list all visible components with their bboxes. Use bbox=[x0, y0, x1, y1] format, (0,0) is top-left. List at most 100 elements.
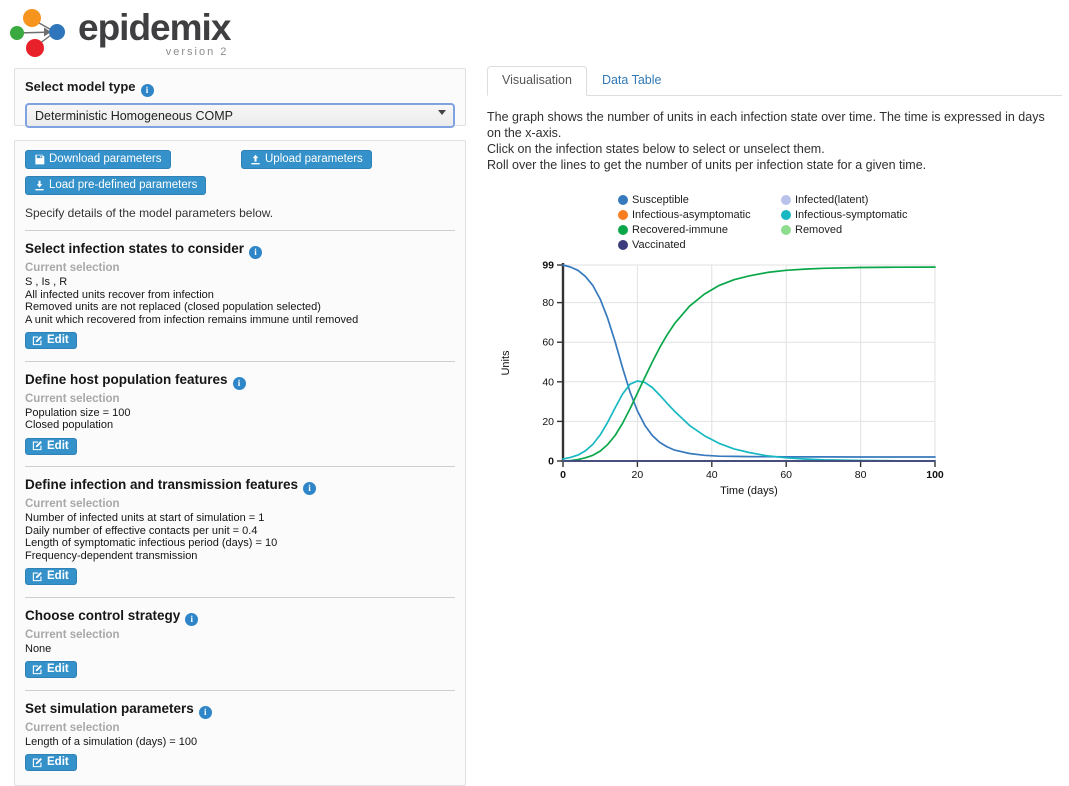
model-type-panel: Select model type i Deterministic Homogen… bbox=[14, 68, 466, 128]
legend-label: Infectious-asymptomatic bbox=[632, 209, 751, 221]
edit-infection-states-button[interactable]: Edit bbox=[25, 332, 77, 349]
legend-item-recovered-immune[interactable]: Recovered-immune bbox=[618, 224, 781, 236]
selection-detail: Frequency-dependent transmission bbox=[25, 549, 198, 562]
legend-item-removed[interactable]: Removed bbox=[781, 224, 978, 236]
svg-text:100: 100 bbox=[926, 469, 944, 481]
legend-label: Susceptible bbox=[632, 194, 689, 206]
legend-dot-icon bbox=[618, 210, 628, 220]
selection-details: None bbox=[25, 643, 455, 656]
load-predefined-parameters-button[interactable]: Load pre-defined parameters bbox=[25, 176, 207, 195]
legend-dot-icon bbox=[781, 210, 791, 220]
download-parameters-label: Download parameters bbox=[49, 153, 162, 165]
svg-text:20: 20 bbox=[632, 469, 644, 481]
results-tabbar: Visualisation Data Table bbox=[487, 66, 1062, 96]
selection-detail: Population size = 100 bbox=[25, 406, 131, 419]
chart-svg[interactable]: 0 20 40 60 80 99 0 20 40 60 80 100 Time (days) Units bbox=[487, 255, 1062, 503]
selection-detail: Daily number of effective contacts per u… bbox=[25, 524, 258, 537]
upload-parameters-label: Upload parameters bbox=[265, 153, 363, 165]
upload-icon bbox=[251, 154, 260, 164]
selection-detail: Length of symptomatic infectious period … bbox=[25, 537, 278, 549]
upload-parameters-button[interactable]: Upload parameters bbox=[241, 150, 372, 169]
model-type-info-icon[interactable]: i bbox=[140, 84, 154, 97]
chart-block: Susceptible Infected(latent) Infectious-as… bbox=[487, 194, 1062, 503]
edit-simulation-parameters-button[interactable]: Edit bbox=[25, 754, 77, 771]
app-logo: epidemix version 2 bbox=[8, 6, 231, 62]
svg-text:40: 40 bbox=[706, 469, 718, 481]
parameters-instruction: Specify details of the model parameters … bbox=[25, 206, 274, 220]
model-type-select[interactable]: Deterministic Homogeneous COMP bbox=[25, 103, 455, 128]
current-selection-label: Current selection bbox=[25, 628, 120, 641]
load-predefined-parameters-label: Load pre-defined parameters bbox=[49, 179, 198, 191]
current-selection-label: Current selection bbox=[25, 721, 120, 734]
divider bbox=[25, 466, 455, 467]
tab-data-table[interactable]: Data Table bbox=[601, 73, 662, 87]
legend-item-infected-latent-[interactable]: Infected(latent) bbox=[781, 194, 978, 206]
series-line-recovered-immune[interactable] bbox=[562, 266, 936, 462]
edit-icon bbox=[32, 335, 42, 345]
selection-detail: Number of infected units at start of sim… bbox=[25, 512, 265, 524]
description-line: Roll over the lines to get the number of… bbox=[487, 158, 927, 172]
host-population-info-icon[interactable]: i bbox=[232, 376, 246, 390]
download-icon bbox=[35, 180, 44, 190]
legend-item-vaccinated[interactable]: Vaccinated bbox=[618, 239, 781, 251]
selection-detail: Removed units are not replaced (closed p… bbox=[25, 301, 321, 313]
edit-icon bbox=[32, 571, 42, 581]
legend-label: Vaccinated bbox=[632, 239, 686, 251]
selection-detail: All infected units recover from infectio… bbox=[25, 288, 214, 301]
selection-detail: None bbox=[25, 642, 52, 655]
edit-button-label: Edit bbox=[47, 663, 69, 675]
legend-label: Removed bbox=[795, 224, 843, 236]
series-line-infectious-symptomatic[interactable] bbox=[562, 380, 936, 462]
series-line-susceptible[interactable] bbox=[562, 264, 936, 458]
legend-item-infectious-asymptomatic[interactable]: Infectious-asymptomatic bbox=[618, 209, 781, 221]
section-infection-states: Select infection states to consider i Cur… bbox=[25, 240, 455, 351]
edit-control-strategy-button[interactable]: Edit bbox=[25, 661, 77, 678]
selection-details: Population size = 100 Closed population bbox=[25, 407, 455, 432]
svg-text:80: 80 bbox=[542, 297, 554, 309]
selection-details: S , Is , R All infected units recover fro… bbox=[25, 276, 455, 326]
edit-infection-transmission-button[interactable]: Edit bbox=[25, 568, 77, 585]
svg-text:99: 99 bbox=[542, 260, 554, 272]
infection-transmission-info-icon[interactable]: i bbox=[303, 482, 317, 495]
section-title: Choose control strategy bbox=[25, 607, 181, 623]
save-icon bbox=[35, 154, 45, 164]
legend-dot-icon bbox=[618, 240, 628, 250]
description-line: Click on the infection states below to s… bbox=[487, 142, 825, 156]
section-infection-transmission: Define infection and transmission featur… bbox=[25, 476, 455, 587]
description-line: The graph shows the number of units in e… bbox=[487, 110, 1045, 140]
svg-text:80: 80 bbox=[855, 469, 867, 481]
divider bbox=[25, 596, 455, 598]
legend-label: Infected(latent) bbox=[795, 194, 869, 206]
selection-detail: S , Is , R bbox=[25, 276, 68, 288]
legend-dot-icon bbox=[618, 195, 628, 205]
section-title: Define host population features bbox=[25, 371, 228, 387]
selection-detail: Closed population bbox=[25, 419, 114, 431]
selection-detail: Length of a simulation (days) = 100 bbox=[25, 735, 198, 748]
control-strategy-info-icon[interactable]: i bbox=[185, 612, 199, 626]
selection-detail: A unit which recovered from infection re… bbox=[25, 313, 359, 326]
app-version: version 2 bbox=[165, 46, 229, 58]
legend-item-susceptible[interactable]: Susceptible bbox=[618, 194, 781, 206]
divider bbox=[25, 230, 455, 231]
logo-network-icon bbox=[10, 9, 65, 57]
legend-label: Recovered-immune bbox=[632, 224, 728, 236]
divider bbox=[25, 689, 455, 691]
results-panel: Visualisation Data Table The graph shows… bbox=[487, 66, 1062, 503]
download-parameters-button[interactable]: Download parameters bbox=[25, 150, 171, 169]
svg-text:Time (days): Time (days) bbox=[720, 485, 778, 497]
section-host-population: Define host population features i Current… bbox=[25, 371, 455, 457]
simulation-parameters-info-icon[interactable]: i bbox=[198, 705, 212, 719]
legend-item-infectious-symptomatic[interactable]: Infectious-symptomatic bbox=[781, 209, 978, 221]
edit-host-population-button[interactable]: Edit bbox=[25, 437, 77, 455]
chart-description: The graph shows the number of units in e… bbox=[487, 109, 1062, 173]
legend-dot-icon bbox=[618, 225, 628, 235]
section-title: Select infection states to consider bbox=[25, 241, 245, 256]
edit-button-label: Edit bbox=[47, 756, 69, 768]
section-control-strategy: Choose control strategy i Current selecti… bbox=[25, 607, 455, 680]
svg-text:60: 60 bbox=[542, 337, 554, 349]
section-title: Define infection and transmission featur… bbox=[25, 477, 299, 492]
infection-states-info-icon[interactable]: i bbox=[249, 246, 263, 259]
svg-text:20: 20 bbox=[542, 416, 554, 428]
model-parameters-panel: Download parameters Upload parameters Lo… bbox=[14, 140, 466, 786]
tab-visualisation[interactable]: Visualisation bbox=[487, 66, 587, 96]
